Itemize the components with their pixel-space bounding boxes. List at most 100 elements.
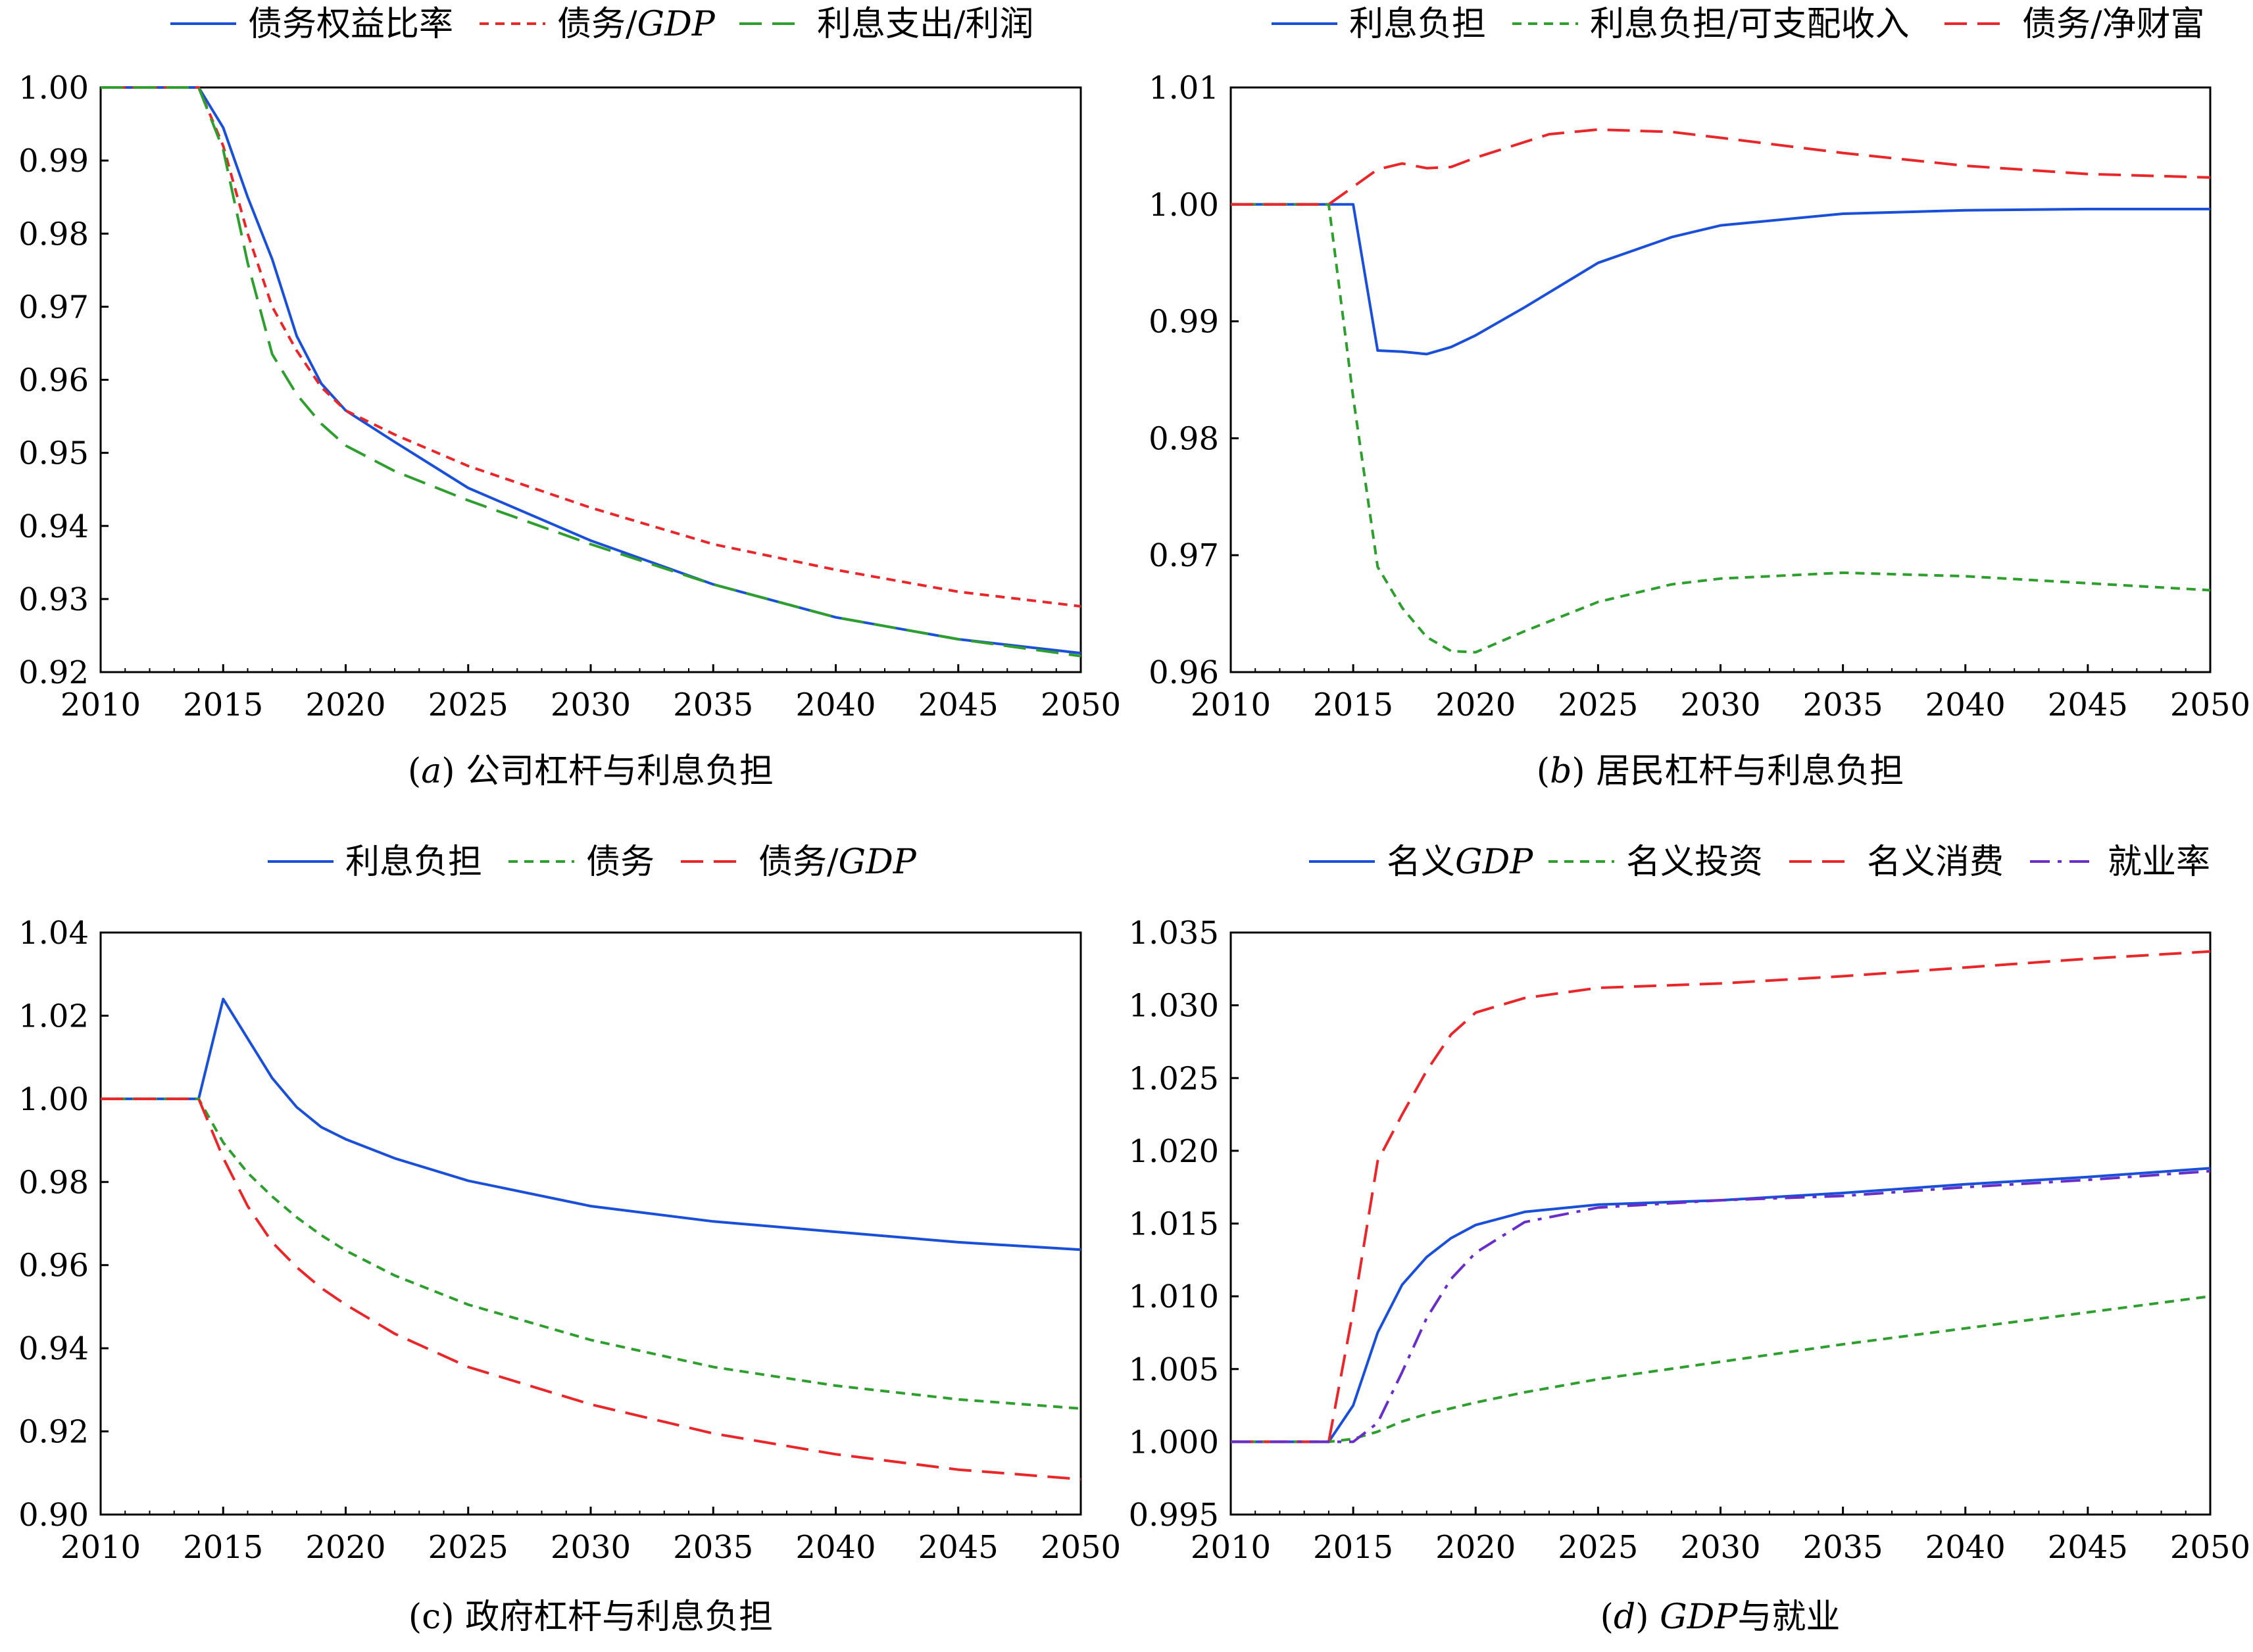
- legend-label-2: 名义投资: [1626, 842, 1763, 882]
- series-line-3: [1231, 128, 2211, 206]
- series-line-1: [101, 86, 1081, 655]
- x-tick-label: 2015: [1313, 1529, 1393, 1566]
- y-tick-label: 0.97: [18, 289, 89, 326]
- y-tick-label: 1.00: [1149, 187, 1219, 224]
- y-tick-label: 1.025: [1129, 1060, 1219, 1097]
- series-line-1: [101, 998, 1081, 1251]
- y-tick-label: 0.95: [18, 435, 89, 472]
- x-tick-label: 2050: [2170, 687, 2250, 723]
- chart-caption: (d) GDP与就业: [1600, 1597, 1841, 1637]
- y-tick-label: 0.92: [18, 654, 89, 691]
- legend-label-1: 名义GDP: [1387, 842, 1533, 882]
- plot-frame: [1229, 931, 2212, 1516]
- series-line-3: [101, 86, 1081, 658]
- y-tick-label: 1.01: [1149, 70, 1219, 107]
- x-tick-label: 2010: [61, 687, 141, 723]
- y-tick-label: 1.030: [1129, 988, 1219, 1025]
- chart-c: 2010 2015 2020 2025 2030 2035 2040 2045 2050 0.90…: [18, 842, 1121, 1637]
- legend-label-2: 债务: [586, 842, 655, 882]
- legend-label-2: 债务/GDP: [557, 5, 716, 44]
- y-tick-label: 0.98: [18, 1164, 89, 1201]
- x-tick-label: 2020: [1435, 687, 1516, 723]
- x-tick-label: 2035: [673, 687, 753, 723]
- y-tick-label: 0.93: [18, 581, 89, 618]
- y-tick-label: 1.015: [1129, 1206, 1219, 1243]
- y-tick-label: 0.99: [18, 143, 89, 180]
- y-tick-label: 0.92: [18, 1414, 89, 1451]
- chart-caption: (c) 政府杠杆与利息负担: [409, 1597, 773, 1637]
- legend: 利息负担 利息负担/可支配收入 债务/净财富: [1272, 5, 2205, 44]
- x-tick-label: 2025: [428, 1529, 508, 1566]
- y-tick-label: 1.010: [1129, 1278, 1219, 1315]
- y-tick-label: 0.96: [1149, 654, 1219, 691]
- series-group: [1231, 950, 2211, 1444]
- plot-frame: [99, 931, 1082, 1516]
- series-group: [101, 998, 1081, 1481]
- y-tick-label: 1.04: [18, 915, 89, 952]
- x-tick-label: 2050: [1041, 1529, 1121, 1566]
- y-tick-label: 0.98: [1149, 420, 1219, 457]
- y-axis: 0.995 1.000 1.005 1.010 1.015 1.020 1.025 1.030…: [1129, 915, 1239, 1534]
- y-tick-label: 1.00: [18, 1081, 89, 1118]
- y-tick-label: 1.005: [1129, 1351, 1219, 1388]
- legend-label-2: 利息负担/可支配收入: [1590, 5, 1910, 44]
- x-tick-label: 2040: [795, 1529, 876, 1566]
- x-axis: 2010 2015 2020 2025 2030 2035 2040 2045 2050: [1191, 1507, 2250, 1566]
- series-group: [101, 86, 1081, 658]
- legend: 名义GDP 名义投资 名义消费 就业率: [1309, 842, 2210, 882]
- chart-b: 2010 2015 2020 2025 2030 2035 2040 2045 2050 0.96…: [1149, 5, 2250, 791]
- y-tick-label: 0.99: [1149, 304, 1219, 341]
- x-tick-label: 2045: [2048, 1529, 2128, 1566]
- y-tick-label: 0.96: [18, 362, 89, 399]
- x-tick-label: 2020: [305, 687, 385, 723]
- plot-frame: [1229, 86, 2212, 673]
- y-tick-label: 0.995: [1129, 1497, 1219, 1534]
- x-tick-label: 2015: [183, 1529, 263, 1566]
- x-tick-label: 2040: [1925, 1529, 2006, 1566]
- x-tick-label: 2045: [2048, 687, 2128, 723]
- x-axis: 2010 2015 2020 2025 2030 2035 2040 2045 2050: [1191, 664, 2250, 723]
- legend-label-1: 利息负担: [1349, 5, 1486, 44]
- plot-frame: [99, 86, 1082, 673]
- legend-label-3: 债务/净财富: [2022, 5, 2205, 44]
- y-axis: 0.90 0.92 0.94 0.96 0.98 1.00 1.02 1.04: [18, 915, 109, 1534]
- series-line-2: [101, 86, 1081, 608]
- x-axis: 2010 2015 2020 2025 2030 2035 2040 2045 2050: [61, 1507, 1121, 1566]
- x-tick-label: 2050: [2170, 1529, 2250, 1566]
- series-line-1: [1231, 1167, 2211, 1444]
- x-tick-label: 2035: [1803, 1529, 1883, 1566]
- x-tick-label: 2035: [673, 1529, 753, 1566]
- y-tick-label: 0.94: [18, 508, 89, 545]
- x-tick-label: 2010: [1191, 687, 1271, 723]
- x-tick-label: 2040: [1925, 687, 2006, 723]
- y-tick-label: 0.90: [18, 1497, 89, 1534]
- legend: 利息负担 债务 债务/GDP: [268, 842, 917, 882]
- y-tick-label: 1.02: [18, 998, 89, 1034]
- legend-label-3: 债务/GDP: [758, 842, 917, 882]
- x-tick-label: 2015: [183, 687, 263, 723]
- y-axis: 0.96 0.97 0.98 0.99 1.00 1.01: [1149, 70, 1239, 691]
- x-tick-label: 2040: [795, 687, 876, 723]
- x-tick-label: 2030: [551, 687, 631, 723]
- x-tick-label: 2035: [1803, 687, 1883, 723]
- y-tick-label: 1.000: [1129, 1424, 1219, 1461]
- y-tick-label: 1.00: [18, 70, 89, 107]
- x-tick-label: 2030: [551, 1529, 631, 1566]
- legend-label-3: 利息支出/利润: [817, 5, 1034, 44]
- x-tick-label: 2050: [1041, 687, 1121, 723]
- legend-label-1: 债务权益比率: [248, 5, 453, 44]
- x-tick-label: 2010: [1191, 1529, 1271, 1566]
- series-group: [1231, 128, 2211, 654]
- x-tick-label: 2020: [1435, 1529, 1516, 1566]
- y-tick-label: 1.020: [1129, 1133, 1219, 1170]
- y-axis: 0.92 0.93 0.94 0.95 0.96 0.97 0.98 0.99 1.00: [18, 70, 109, 691]
- x-tick-label: 2010: [61, 1529, 141, 1566]
- series-line-1: [1231, 203, 2210, 356]
- y-tick-label: 0.98: [18, 216, 89, 253]
- y-tick-label: 1.035: [1129, 915, 1219, 952]
- x-tick-label: 2025: [1558, 687, 1638, 723]
- chart-a: 2010 2015 2020 2025 2030 2035 2040 2045 2050 0.92…: [18, 5, 1121, 791]
- series-line-2: [1231, 203, 2211, 654]
- series-line-4: [1231, 1169, 2211, 1444]
